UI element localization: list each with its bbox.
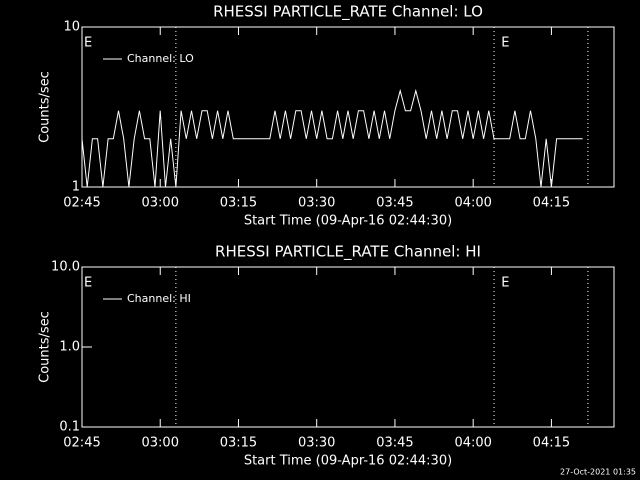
x-tick-label: 03:00 — [142, 196, 179, 211]
x-tick-label: 03:45 — [376, 196, 413, 211]
chart-title: RHESSI PARTICLE_RATE Channel: HI — [215, 243, 481, 262]
x-tick-label: 04:00 — [454, 436, 491, 451]
y-axis-label: Counts/sec — [38, 311, 53, 383]
data-line — [81, 88, 583, 188]
y-tick-label: 10.0 — [51, 260, 80, 275]
x-tick-label: 03:30 — [298, 196, 335, 211]
y-axis-label: Counts/sec — [38, 71, 53, 143]
legend-label: Channel: HI — [127, 292, 191, 305]
plot-frame — [81, 26, 615, 188]
annotation: E — [84, 36, 92, 51]
y-tick-label: 1 — [72, 180, 80, 195]
x-tick-label: 03:15 — [220, 436, 257, 451]
x-tick-label: 02:45 — [63, 436, 100, 451]
x-tick-label: 03:30 — [298, 436, 335, 451]
y-tick-label: 10 — [63, 20, 80, 35]
x-tick-label: 02:45 — [63, 196, 100, 211]
y-tick-label: 1.0 — [59, 340, 80, 355]
annotation: E — [501, 276, 509, 291]
x-axis-label: Start Time (09-Apr-16 02:44:30) — [244, 214, 452, 229]
y-tick-label: 0.1 — [59, 420, 80, 435]
x-tick-label: 04:15 — [533, 196, 570, 211]
footer-date: 27-Oct-2021 01:35 — [560, 468, 636, 477]
x-tick-label: 04:00 — [454, 196, 491, 211]
plot-frame — [81, 266, 615, 428]
annotation: E — [501, 36, 509, 51]
x-tick-label: 04:15 — [533, 436, 570, 451]
chart-title: RHESSI PARTICLE_RATE Channel: LO — [213, 3, 483, 22]
x-tick-label: 03:15 — [220, 196, 257, 211]
annotation: E — [84, 276, 92, 291]
x-axis-label: Start Time (09-Apr-16 02:44:30) — [244, 454, 452, 469]
x-tick-label: 03:00 — [142, 436, 179, 451]
legend-label: Channel: LO — [127, 52, 194, 65]
x-tick-label: 03:45 — [376, 436, 413, 451]
